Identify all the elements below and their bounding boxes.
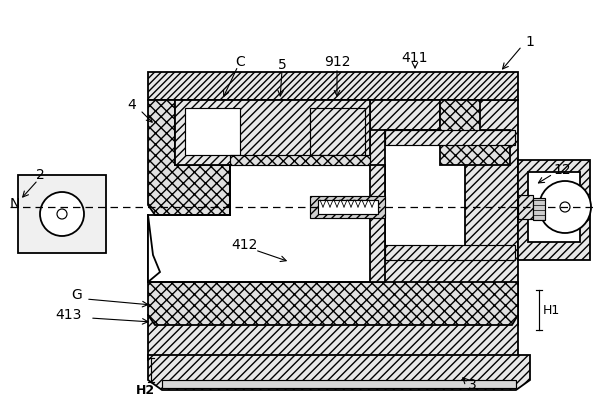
Text: 912: 912 (324, 55, 350, 69)
Polygon shape (148, 215, 160, 282)
Text: 12: 12 (553, 163, 571, 177)
Bar (518, 160, 590, 260)
Text: H1: H1 (543, 303, 560, 317)
Polygon shape (440, 100, 510, 165)
Bar (370, 100, 440, 130)
Bar (185, 108, 240, 155)
Bar (318, 200, 378, 214)
Polygon shape (148, 355, 530, 390)
Polygon shape (533, 198, 545, 220)
Bar (148, 72, 518, 100)
Bar (385, 130, 515, 145)
Bar (148, 315, 518, 360)
Text: 411: 411 (402, 51, 428, 65)
Text: 2: 2 (36, 168, 45, 182)
Text: 1: 1 (525, 35, 534, 49)
Text: 3: 3 (468, 378, 477, 392)
Bar (175, 100, 370, 165)
Bar (518, 195, 533, 219)
Bar (310, 196, 385, 218)
Bar (230, 155, 370, 165)
Bar (528, 172, 580, 242)
Text: 4: 4 (127, 98, 136, 112)
Circle shape (57, 209, 67, 219)
Text: N: N (10, 197, 21, 211)
Polygon shape (148, 282, 518, 325)
Bar (385, 245, 515, 260)
Bar (162, 380, 516, 388)
Bar (385, 130, 465, 260)
Text: H2: H2 (136, 384, 154, 396)
Bar (310, 108, 365, 155)
Circle shape (539, 181, 591, 233)
Text: 5: 5 (278, 58, 286, 72)
Text: G: G (71, 288, 82, 302)
Bar (370, 100, 518, 325)
Text: 413: 413 (56, 308, 82, 322)
Circle shape (40, 192, 84, 236)
Polygon shape (370, 165, 385, 282)
Bar (18, 175, 106, 253)
Text: C: C (235, 55, 245, 69)
Circle shape (560, 202, 570, 212)
Polygon shape (148, 165, 370, 282)
Text: 412: 412 (232, 238, 258, 252)
Polygon shape (148, 100, 230, 215)
